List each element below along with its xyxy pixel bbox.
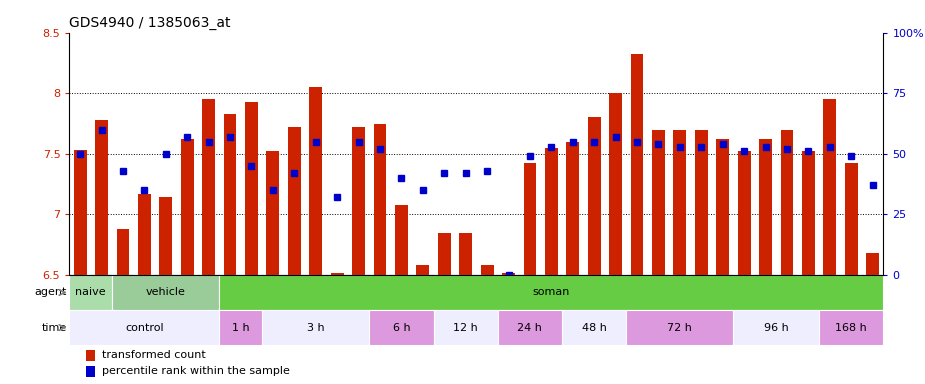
Bar: [738, 151, 750, 275]
Bar: [524, 164, 536, 275]
Bar: [159, 197, 172, 275]
Text: transformed count: transformed count: [102, 350, 205, 360]
Text: 168 h: 168 h: [835, 323, 867, 333]
Bar: [138, 194, 151, 275]
Bar: [395, 205, 408, 275]
Bar: [86, 366, 95, 377]
Bar: [734, 310, 820, 345]
Bar: [219, 310, 262, 345]
Text: 96 h: 96 h: [764, 323, 789, 333]
Bar: [69, 310, 219, 345]
Bar: [69, 275, 112, 310]
Bar: [112, 275, 219, 310]
Text: 24 h: 24 h: [517, 323, 542, 333]
Bar: [438, 233, 450, 275]
Text: 6 h: 6 h: [392, 323, 410, 333]
Bar: [434, 310, 498, 345]
Bar: [566, 142, 579, 275]
Text: 12 h: 12 h: [453, 323, 478, 333]
Bar: [545, 148, 558, 275]
Bar: [845, 164, 857, 275]
Bar: [631, 55, 644, 275]
Text: percentile rank within the sample: percentile rank within the sample: [102, 366, 290, 376]
Bar: [288, 127, 301, 275]
Bar: [416, 265, 429, 275]
Bar: [759, 139, 772, 275]
Bar: [781, 129, 794, 275]
Bar: [820, 310, 883, 345]
Bar: [224, 114, 237, 275]
Bar: [587, 118, 600, 275]
Text: GDS4940 / 1385063_at: GDS4940 / 1385063_at: [69, 16, 231, 30]
Bar: [203, 99, 215, 275]
Text: vehicle: vehicle: [146, 288, 186, 298]
Bar: [626, 310, 734, 345]
Bar: [309, 87, 322, 275]
Bar: [369, 310, 434, 345]
Text: 72 h: 72 h: [668, 323, 692, 333]
Bar: [117, 229, 130, 275]
Bar: [374, 124, 387, 275]
Bar: [74, 150, 87, 275]
Bar: [95, 120, 108, 275]
Bar: [266, 151, 279, 275]
Text: control: control: [125, 323, 164, 333]
Bar: [352, 127, 365, 275]
Bar: [86, 350, 95, 361]
Bar: [610, 93, 622, 275]
Bar: [219, 275, 883, 310]
Bar: [562, 310, 626, 345]
Bar: [716, 139, 729, 275]
Bar: [245, 102, 258, 275]
Bar: [459, 233, 472, 275]
Bar: [262, 310, 369, 345]
Bar: [866, 253, 879, 275]
Bar: [331, 273, 343, 275]
Bar: [502, 273, 515, 275]
Text: naive: naive: [76, 288, 106, 298]
Bar: [481, 265, 494, 275]
Bar: [695, 129, 708, 275]
Text: 48 h: 48 h: [582, 323, 607, 333]
Text: 1 h: 1 h: [232, 323, 250, 333]
Bar: [823, 99, 836, 275]
Text: agent: agent: [35, 288, 68, 298]
Text: soman: soman: [533, 288, 570, 298]
Bar: [180, 139, 193, 275]
Bar: [652, 129, 665, 275]
Text: time: time: [42, 323, 68, 333]
Bar: [498, 310, 562, 345]
Bar: [673, 129, 686, 275]
Bar: [802, 151, 815, 275]
Text: 3 h: 3 h: [307, 323, 325, 333]
